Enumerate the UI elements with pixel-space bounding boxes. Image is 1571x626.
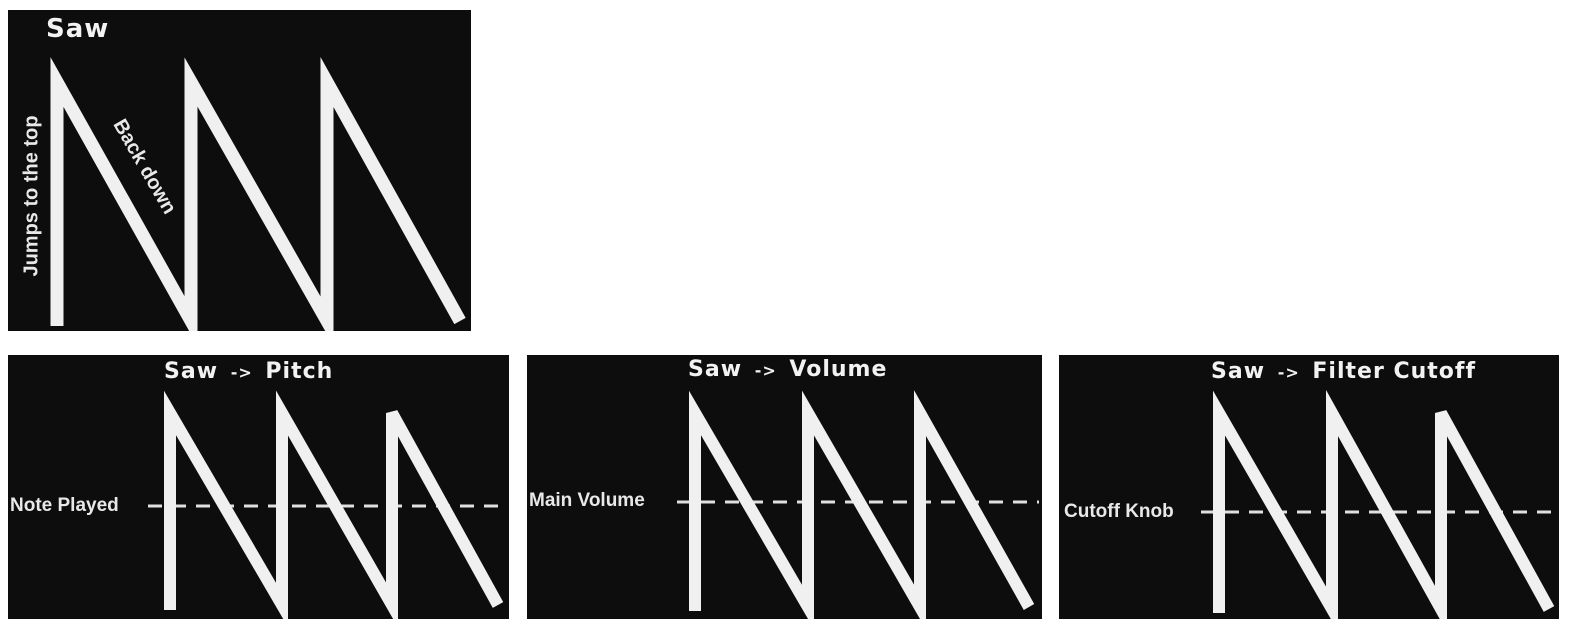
saw-volume-wave-line — [689, 390, 1035, 619]
saw-pitch-waveform — [148, 390, 504, 619]
title-arrow: -> — [1277, 363, 1300, 382]
saw-pitch-wave-line — [164, 390, 504, 619]
saw-volume-waveform — [677, 390, 1039, 619]
title-target: Pitch — [265, 359, 334, 384]
saw-waveform — [50, 56, 466, 331]
title-arrow: -> — [754, 361, 777, 380]
cutoff-knob-label: Cutoff Knob — [1064, 501, 1174, 522]
saw-panel-title: Saw — [46, 14, 110, 44]
title-target: Volume — [789, 357, 888, 382]
title-arrow: -> — [230, 363, 253, 382]
saw-filter-cutoff-title: Saw -> Filter Cutoff — [1211, 359, 1476, 384]
title-saw: Saw — [164, 359, 219, 384]
saw-wave-line — [50, 56, 466, 331]
saw-pitch-panel: Saw -> Pitch Note Played — [8, 355, 509, 619]
saw-volume-panel: Saw -> Volume Main Volume — [527, 355, 1042, 619]
jumps-to-top-label: Jumps to the top — [20, 115, 43, 277]
main-volume-label: Main Volume — [529, 490, 645, 511]
note-played-label: Note Played — [10, 495, 119, 516]
saw-filter-cutoff-wave-line — [1213, 389, 1555, 619]
saw-filter-cutoff-panel: Saw -> Filter Cutoff Cutoff Knob — [1059, 355, 1559, 619]
saw-volume-title: Saw -> Volume — [688, 357, 887, 382]
saw-filter-cutoff-waveform — [1201, 389, 1555, 619]
title-saw: Saw — [1211, 359, 1266, 384]
title-saw: Saw — [688, 357, 743, 382]
saw-pitch-title: Saw -> Pitch — [164, 359, 333, 384]
title-target: Filter Cutoff — [1312, 359, 1477, 384]
saw-panel: Saw Jumps to the top Back down — [8, 10, 471, 331]
